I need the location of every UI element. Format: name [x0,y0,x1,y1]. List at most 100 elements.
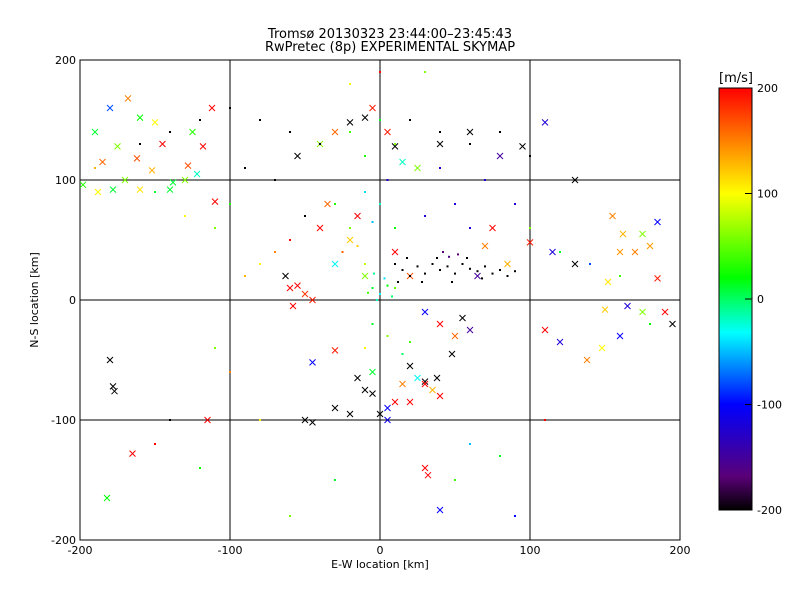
data-point-dot [379,293,381,295]
x-tick-label: -200 [68,544,93,557]
data-point-dot [439,167,441,169]
data-point-cross [549,248,556,256]
chart-title: Tromsø 20130323 23:44:00–23:45:43 [267,27,512,42]
data-point-dot [391,295,393,298]
data-point-dot [401,269,404,271]
data-point-dot [436,257,438,259]
data-point-dot [469,143,471,145]
colorbar-tick-label: 200 [757,82,778,95]
data-point-cross [301,290,309,298]
data-point-dot [466,257,468,259]
data-point-dot [349,83,351,85]
data-point-dot [491,272,494,275]
data-point-dot [499,269,501,271]
data-point-cross [369,368,376,376]
data-point-cross [631,248,639,256]
data-point-cross [124,95,132,102]
data-point-dot [371,287,374,289]
data-point-cross [391,398,399,406]
data-point-cross [571,176,579,184]
data-point-dot [401,353,404,355]
data-point-dot [139,143,141,145]
data-point-dot [154,191,156,193]
chart-subtitle: RwPretec (8p) EXPERIMENTAL SKYMAP [265,40,515,55]
data-point-dot [394,287,396,289]
data-point-dot [229,107,231,109]
data-point-cross [199,143,207,150]
x-tick-label: 200 [670,544,691,557]
data-point-dot [289,515,291,517]
data-point-dot [124,179,126,181]
data-point-dot [469,443,471,445]
data-point-dot [451,281,453,283]
data-point-cross [301,416,309,424]
data-point-dot [214,227,216,229]
data-point-cross [556,338,564,346]
data-point-cross [424,471,432,479]
data-point-cross [421,308,429,316]
data-point-dot [371,323,374,325]
data-point-cross [429,386,436,394]
data-point-cross [331,260,339,268]
data-point-cross [384,128,391,136]
data-point-cross [609,212,616,220]
data-point-cross [414,374,421,382]
data-point-dot [514,515,516,517]
data-point-dot [154,443,156,445]
data-point-cross [166,186,174,193]
data-point-dot [304,215,306,217]
data-point-cross [414,164,421,172]
data-point-dot [481,277,483,280]
data-point-cross [184,162,192,169]
data-point-dot [431,263,434,265]
data-point-cross [309,296,316,304]
data-point-dot [259,263,261,265]
data-point-cross [324,200,331,208]
x-tick-label: 100 [520,544,541,557]
data-point-cross [661,308,669,316]
data-point-cross [94,188,102,196]
data-point-cross [294,152,301,160]
data-point-cross [133,155,141,162]
data-point-dot [199,467,201,469]
data-point-cross [436,140,444,148]
y-axis-ticks: -200 -100 0 100 200 [51,54,86,547]
data-point-cross [624,302,631,310]
data-point-cross [346,410,354,418]
data-point-cross [526,239,534,246]
data-point-dot [199,119,201,121]
data-point-cross [541,326,549,334]
data-point-dot [476,270,479,273]
data-point-dot [367,291,369,294]
data-point-cross [309,359,316,366]
data-point-cross [616,248,624,256]
data-point-dot [506,275,509,277]
data-point-cross [616,332,624,340]
data-point-dot [364,347,366,349]
data-point-cross [646,242,654,250]
data-point-dot [334,203,336,205]
data-points [80,71,676,517]
data-point-cross [421,380,429,388]
data-point-cross [654,275,661,282]
data-point-cross [282,272,289,280]
data-point-dot [184,215,186,217]
data-point-dot [499,455,501,457]
data-point-dot [214,347,216,349]
data-point-dot [244,167,246,169]
data-point-dot [274,179,276,181]
y-tick-label: 0 [69,294,76,307]
data-point-dot [406,257,408,259]
data-point-cross [391,143,399,150]
data-point-dot [484,265,486,268]
data-point-cross [451,332,459,340]
data-point-cross [106,356,114,364]
data-point-dot [649,323,651,325]
data-point-dot [356,245,359,247]
data-point-cross [114,143,121,150]
data-point-cross [654,218,661,226]
data-point-cross [169,179,177,186]
data-point-cross [361,114,369,121]
data-point-dot [386,335,389,337]
data-point-dot [383,277,386,280]
